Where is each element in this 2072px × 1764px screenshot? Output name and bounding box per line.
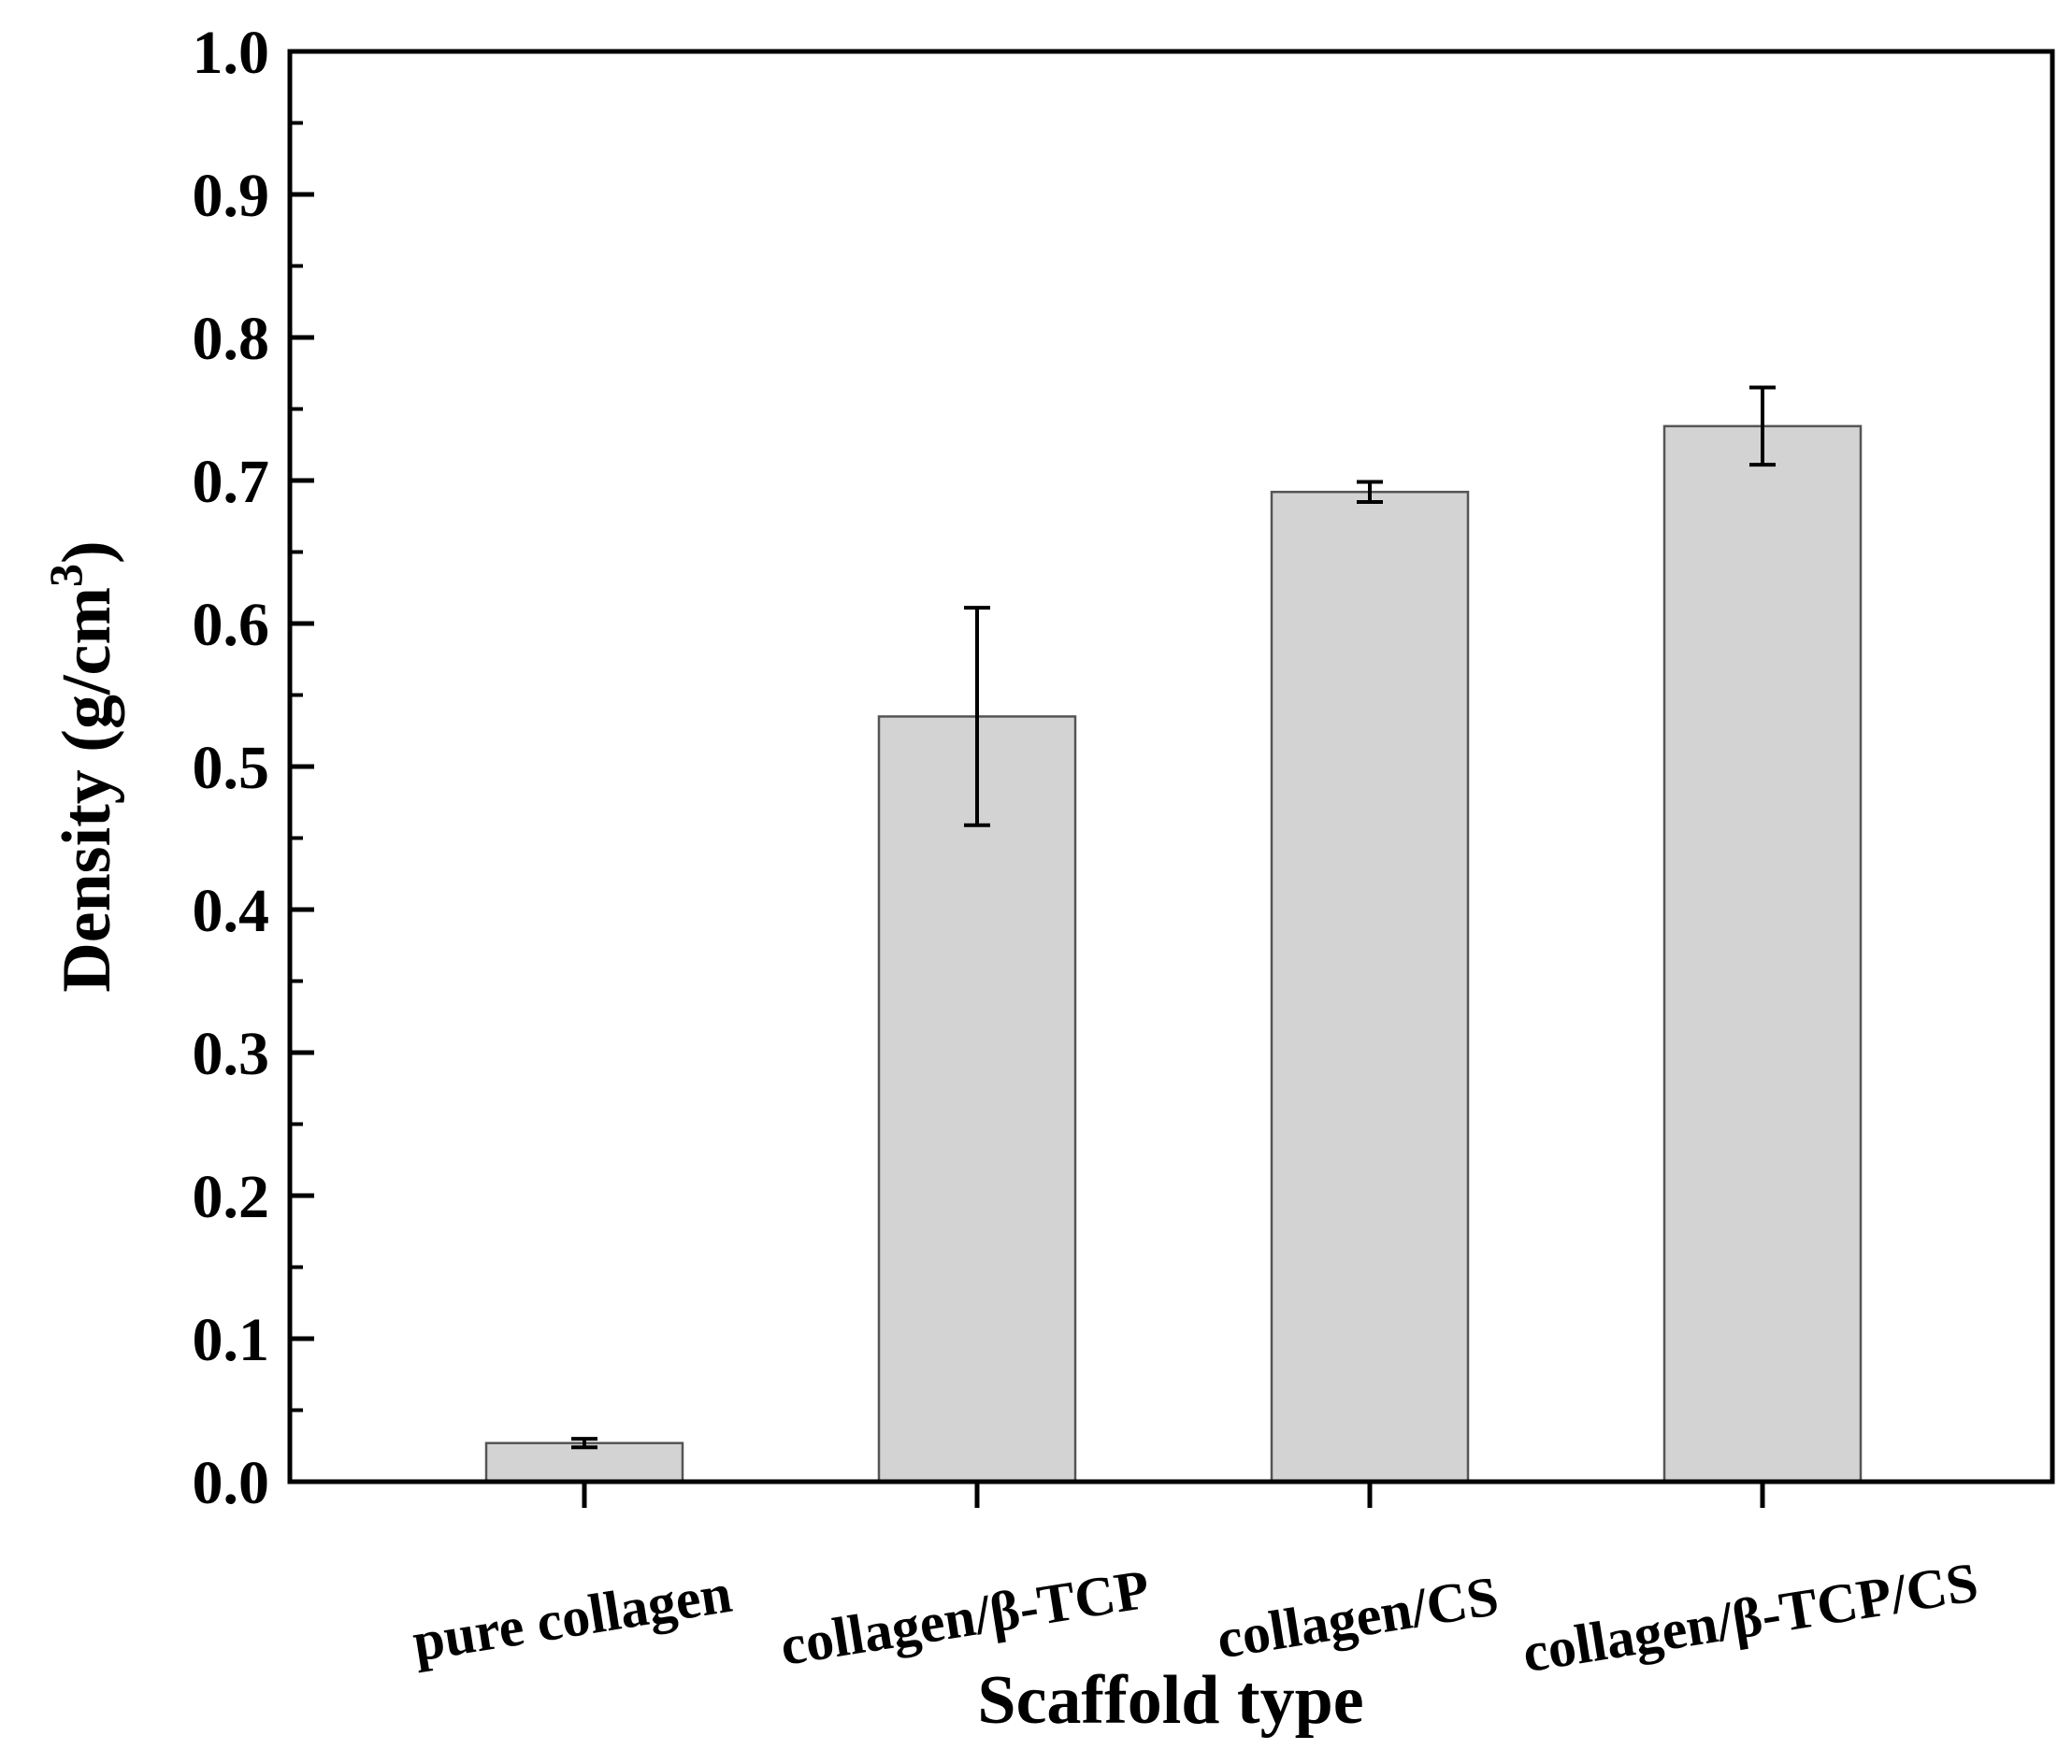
bar-1 <box>484 1441 684 1484</box>
y-tick-label: 0.0 <box>193 1449 270 1517</box>
y-axis-title: Density (g/cm3) <box>39 540 125 992</box>
y-tick-label: 0.5 <box>193 734 270 802</box>
y-tick-label: 0.6 <box>193 591 270 659</box>
bar-2 <box>877 715 1077 1484</box>
y-axis-title-close: ) <box>49 540 125 564</box>
y-tick-label: 0.8 <box>193 305 270 373</box>
y-axis-title-superscript: 3 <box>39 564 92 587</box>
y-tick-label: 0.9 <box>193 162 270 230</box>
y-tick-label: 0.4 <box>193 877 270 945</box>
y-tick-label: 0.3 <box>193 1020 270 1088</box>
y-tick-label: 1.0 <box>193 19 270 87</box>
x-axis-title: Scaffold type <box>977 1662 1363 1739</box>
bar-3 <box>1270 490 1470 1484</box>
bars-layer <box>484 424 1863 1484</box>
y-tick-label: 0.7 <box>193 448 270 516</box>
x-category-label: collagen/CS <box>1213 1565 1503 1671</box>
x-category-label: pure collagen <box>409 1562 736 1673</box>
y-axis-title-main: Density (g/cm <box>49 587 125 993</box>
y-axis-ticks: 0.0 0.1 0.2 0.3 0.4 0.5 0.6 0.7 0.8 0.9 1.0 <box>193 19 314 1517</box>
x-axis-ticks <box>582 1482 1765 1508</box>
bar-4 <box>1662 424 1863 1484</box>
y-tick-label: 0.2 <box>193 1163 270 1231</box>
x-category-label: collagen/β-TCP/CS <box>1518 1551 1982 1684</box>
y-tick-label: 0.1 <box>193 1306 270 1374</box>
x-category-label: collagen/β-TCP <box>776 1558 1154 1677</box>
error-bars-layer <box>571 385 1776 1450</box>
